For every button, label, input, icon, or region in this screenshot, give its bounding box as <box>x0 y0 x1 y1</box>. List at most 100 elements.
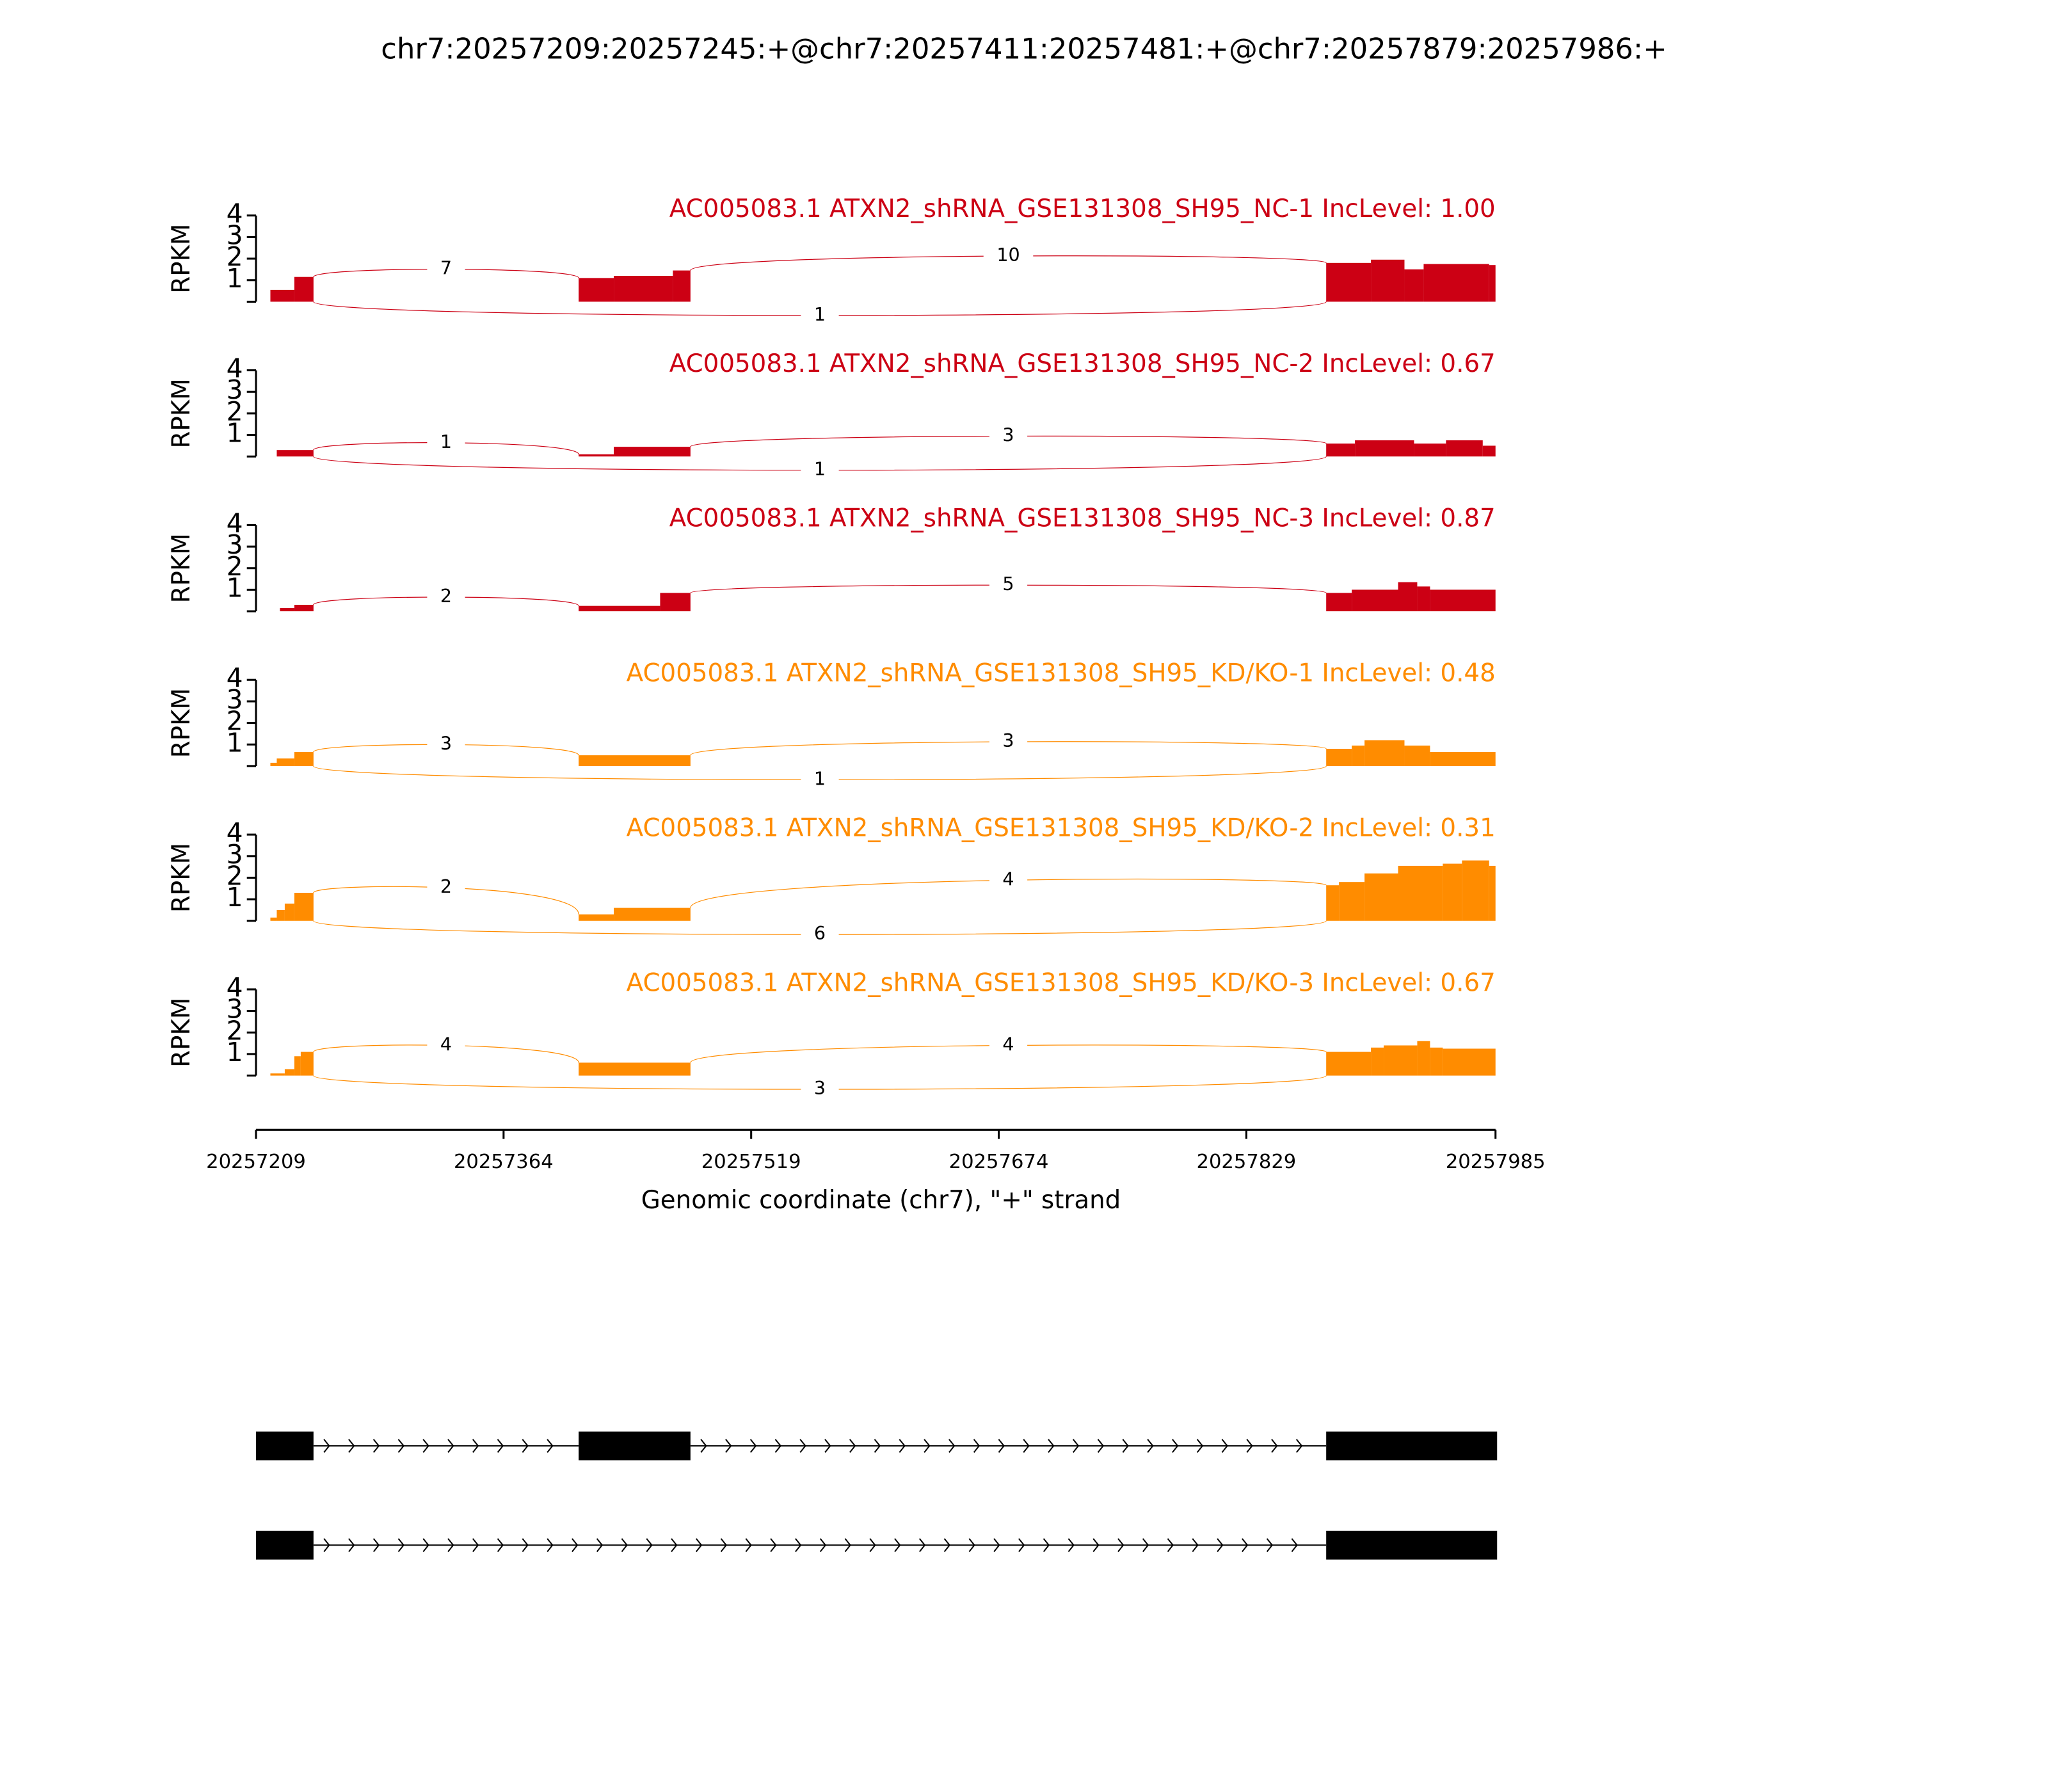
y-axis-label: RPKM <box>167 688 196 758</box>
y-tick-label: 4 <box>227 508 243 538</box>
y-axis-label: RPKM <box>167 998 196 1068</box>
y-tick-label: 1 <box>227 727 243 758</box>
junction-count: 1 <box>440 431 452 452</box>
track-title: AC005083.1 ATXN2_shRNA_GSE131308_SH95_KD… <box>627 968 1496 997</box>
strand-arrow <box>700 1439 707 1453</box>
junction-count: 4 <box>440 1033 452 1055</box>
junction-label-bg <box>801 460 839 481</box>
strand-arrow <box>397 1439 404 1453</box>
strand-arrow <box>1018 1538 1025 1553</box>
junction-label-bg <box>989 426 1028 447</box>
strand-arrow <box>894 1538 901 1553</box>
coverage-step <box>1384 1045 1418 1076</box>
strand-arrow <box>770 1538 777 1553</box>
y-axis-label: RPKM <box>167 223 196 293</box>
strand-arrow <box>1246 1439 1253 1453</box>
y-tick-label: 3 <box>227 839 243 870</box>
x-tick-label: 20257364 <box>454 1151 554 1173</box>
coverage-step <box>614 908 691 921</box>
strand-arrow <box>899 1439 906 1453</box>
junction-count: 10 <box>996 244 1020 266</box>
strand-arrow <box>422 1439 429 1453</box>
strand-arrow <box>348 1439 355 1453</box>
coverage-step <box>294 605 314 612</box>
strand-arrow <box>924 1439 931 1453</box>
y-tick-label: 4 <box>227 817 243 848</box>
y-tick-label: 2 <box>227 860 243 891</box>
coverage-step <box>1398 865 1443 921</box>
coverage-step <box>1462 860 1489 921</box>
coverage-step <box>1489 265 1496 302</box>
strand-arrow <box>522 1439 529 1453</box>
x-axis-label: Genomic coordinate (chr7), "+" strand <box>641 1186 1121 1215</box>
coverage-step <box>1417 1041 1430 1076</box>
strand-arrow <box>998 1439 1005 1453</box>
coverage-step <box>1414 444 1446 457</box>
coverage-step <box>579 755 691 766</box>
junction-label-bg <box>801 305 839 326</box>
coverage-step <box>579 1062 691 1076</box>
junction-label-bg <box>427 1035 465 1056</box>
strand-arrow <box>849 1439 856 1453</box>
y-tick-label: 2 <box>227 396 243 427</box>
strand-arrow <box>472 1439 479 1453</box>
track-title: AC005083.1 ATXN2_shRNA_GSE131308_SH95_NC… <box>669 195 1496 223</box>
coverage-step <box>294 752 314 766</box>
strand-arrow <box>1196 1439 1204 1453</box>
strand-arrow <box>497 1439 504 1453</box>
strand-arrow <box>472 1538 479 1553</box>
junction-label-bg <box>801 1078 839 1100</box>
strand-arrow <box>725 1439 732 1453</box>
coverage-step <box>579 454 614 457</box>
strand-arrow <box>1192 1538 1199 1553</box>
strand-arrow <box>943 1538 951 1553</box>
coverage-step <box>294 1056 301 1076</box>
strand-arrow <box>497 1538 504 1553</box>
strand-arrow <box>1271 1439 1278 1453</box>
coverage-step <box>1482 445 1496 457</box>
coverage-step <box>1446 440 1483 457</box>
strand-arrow <box>1142 1538 1149 1553</box>
x-tick-label: 20257209 <box>206 1151 306 1173</box>
strand-arrow <box>720 1538 728 1553</box>
junction-count: 3 <box>440 732 452 754</box>
coverage-step <box>1339 882 1365 921</box>
coverage-step <box>1443 863 1462 921</box>
strand-arrow <box>547 1538 554 1553</box>
junction-count: 4 <box>1002 868 1014 890</box>
y-tick-label: 4 <box>227 353 243 384</box>
strand-arrow <box>824 1439 831 1453</box>
coverage-step <box>270 762 277 766</box>
y-tick-label: 1 <box>227 263 243 294</box>
junction-count: 3 <box>1002 424 1014 445</box>
coverage-step <box>1326 885 1340 921</box>
y-tick-label: 4 <box>227 972 243 1003</box>
coverage-step <box>614 276 673 302</box>
strand-arrow <box>1043 1538 1050 1553</box>
y-tick-label: 4 <box>227 662 243 693</box>
y-tick-label: 2 <box>227 241 243 272</box>
strand-arrow <box>1023 1439 1030 1453</box>
strand-arrow <box>968 1538 975 1553</box>
strand-arrow <box>671 1538 678 1553</box>
junction-label-bg <box>989 1035 1028 1056</box>
junction-count: 3 <box>814 1077 826 1099</box>
coverage-step <box>270 1073 285 1076</box>
coverage-step <box>660 593 691 612</box>
coverage-step <box>284 903 294 921</box>
junction-label-bg <box>427 734 465 755</box>
strand-arrow <box>819 1538 827 1553</box>
strand-arrow <box>596 1538 604 1553</box>
coverage-step <box>294 893 314 921</box>
strand-arrow <box>973 1439 980 1453</box>
coverage-step <box>1423 264 1489 302</box>
coverage-step <box>1404 269 1424 302</box>
strand-arrow <box>372 1439 380 1453</box>
strand-arrow <box>795 1538 802 1553</box>
y-axis-label: RPKM <box>167 378 196 448</box>
strand-arrow <box>547 1439 554 1453</box>
exon <box>1326 1431 1498 1460</box>
coverage-step <box>1326 749 1352 766</box>
